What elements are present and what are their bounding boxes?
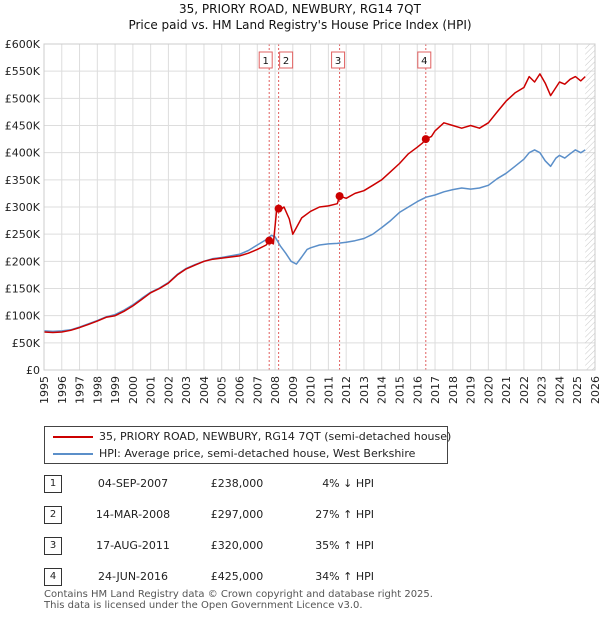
sale-label-text: 4 [421,56,427,67]
x-tick-label: 2025 [571,376,584,404]
x-tick-label: 2012 [340,376,353,404]
x-tick-label: 2019 [465,376,478,404]
sale-date: 17-AUG-2011 [96,539,170,552]
sale-label-text: 3 [335,56,341,67]
x-tick-label: 2007 [251,376,264,404]
x-tick-label: 2024 [553,376,566,404]
x-tick-label: 2022 [518,376,531,404]
y-tick-label: £450K [5,120,41,133]
y-tick-label: £250K [5,228,41,241]
sale-price: £425,000 [210,570,264,583]
y-tick-label: £0 [26,364,40,377]
footer: Contains HM Land Registry data © Crown c… [44,589,433,611]
legend-label-property: 35, PRIORY ROAD, NEWBURY, RG14 7QT (semi… [99,430,452,443]
sale-label-text: 2 [283,56,289,67]
x-tick-label: 2004 [198,376,211,404]
x-tick-label: 2014 [376,376,389,404]
sale-hpi-change: 4% ↓ HPI [322,477,374,490]
x-tick-label: 2009 [287,376,300,404]
future-hatch-region [585,44,595,370]
x-tick-label: 2017 [429,376,442,404]
x-tick-label: 2021 [500,376,513,404]
chart-title: 35, PRIORY ROAD, NEWBURY, RG14 7QT [179,2,422,16]
x-tick-label: 2010 [305,376,318,404]
y-tick-label: £150K [5,283,41,296]
sale-number-badge: 4 [44,568,62,586]
sale-label-text: 1 [263,56,269,67]
x-tick-label: 2003 [180,376,193,404]
sale-label-box [331,51,346,69]
legend-swatch-property [53,436,93,438]
sale-date: 14-MAR-2008 [95,508,171,521]
sale-label-box [417,51,432,69]
y-tick-label: £500K [5,92,41,105]
y-tick-label: £600K [5,38,41,51]
x-tick-label: 2011 [322,376,335,404]
legend: 35, PRIORY ROAD, NEWBURY, RG14 7QT (semi… [44,426,452,464]
sale-point [335,192,344,201]
sale-label-box [258,51,273,69]
y-tick-label: £550K [5,65,41,78]
x-tick-label: 1998 [91,376,104,404]
x-tick-label: 2018 [447,376,460,404]
x-tick-label: 2015 [393,376,406,404]
x-tick-label: 2013 [358,376,371,404]
series-line-property [43,73,586,334]
x-tick-label: 1999 [109,376,122,404]
sale-point [274,204,283,213]
sale-date: 24-JUN-2016 [97,570,169,583]
y-tick-label: £300K [5,201,41,214]
x-tick-label: 2026 [589,376,600,404]
x-tick-label: 1997 [74,376,87,404]
sale-price: £297,000 [210,508,264,521]
y-tick-label: £400K [5,147,41,160]
y-tick-label: £50K [12,337,41,350]
sale-point [421,135,430,144]
sale-hpi-change: 35% ↑ HPI [315,539,374,552]
sale-point [265,236,274,245]
sale-number-badge: 1 [44,475,62,493]
footer-copyright: Contains HM Land Registry data © Crown c… [44,589,433,600]
x-tick-label: 2001 [145,376,158,404]
legend-swatch-hpi [53,453,93,455]
x-tick-label: 2016 [411,376,424,404]
plot-frame [43,43,596,371]
x-tick-label: 2020 [482,376,495,404]
y-tick-label: £350K [5,174,41,187]
x-tick-label: 2006 [234,376,247,404]
chart-subtitle: Price paid vs. HM Land Registry's House … [128,18,471,32]
sale-number-badge: 3 [44,537,62,555]
sale-number-badge: 2 [44,506,62,524]
sale-price: £320,000 [210,539,264,552]
footer-licence: This data is licensed under the Open Gov… [44,600,363,611]
y-tick-label: £200K [5,255,41,268]
x-tick-label: 1995 [38,376,51,404]
sale-hpi-change: 27% ↑ HPI [315,508,374,521]
sale-date: 04-SEP-2007 [97,477,169,490]
x-tick-label: 2002 [162,376,175,404]
x-tick-label: 2005 [216,376,229,404]
y-tick-label: £100K [5,310,41,323]
sale-hpi-change: 34% ↑ HPI [315,570,374,583]
price-chart: 35, PRIORY ROAD, NEWBURY, RG14 7QT Price… [5,2,600,404]
sale-label-box [279,51,294,69]
legend-label-hpi: HPI: Average price, semi-detached house,… [99,447,416,460]
x-tick-label: 2000 [127,376,140,404]
sale-price: £238,000 [210,477,264,490]
x-tick-label: 1996 [56,376,69,404]
x-tick-label: 2023 [536,376,549,404]
x-tick-label: 2008 [269,376,282,404]
